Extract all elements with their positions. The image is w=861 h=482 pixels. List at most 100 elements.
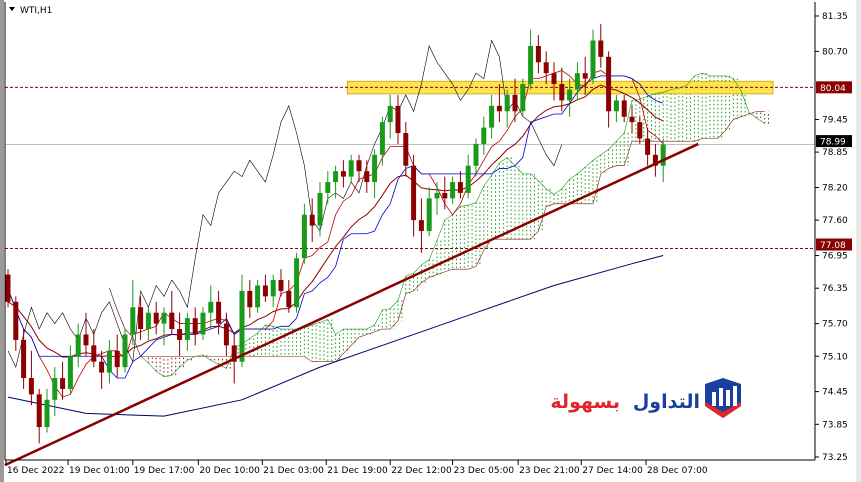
candle-body <box>364 171 370 183</box>
candle-body <box>36 394 42 428</box>
logo-shield-base <box>705 402 741 418</box>
logo-text-red: بسهولة <box>550 391 620 413</box>
candle-body <box>161 312 167 324</box>
candle-body <box>403 133 409 166</box>
candle-body <box>582 73 588 79</box>
senkou-span-b <box>109 110 765 362</box>
y-tick-label: 76.95 <box>822 252 848 262</box>
y-tick-label: 77.60 <box>822 216 848 226</box>
y-tick-label: 73.25 <box>822 453 848 463</box>
x-tick-label: 28 Dec 07:00 <box>647 466 708 476</box>
y-tick-label: 73.85 <box>822 420 848 430</box>
candle-body <box>262 285 268 297</box>
candle-body <box>567 89 573 101</box>
candle-body <box>411 165 417 221</box>
candle-body <box>216 301 222 324</box>
candle-body <box>192 318 198 335</box>
candle-body <box>145 312 151 330</box>
x-tick-label: 23 Dec 05:00 <box>454 466 515 476</box>
y-tick-label: 74.45 <box>822 388 848 398</box>
candle-body <box>559 84 565 101</box>
candle-body <box>239 290 245 362</box>
candle-body <box>255 285 261 308</box>
candle-body <box>543 62 549 74</box>
y-tick-label: 80.70 <box>822 47 848 57</box>
candle-body <box>481 127 487 144</box>
candle-body <box>208 301 214 313</box>
price-label: 77.08 <box>820 241 846 251</box>
candle-body <box>153 312 159 324</box>
candle-body <box>138 307 144 330</box>
price-label: 78.99 <box>820 138 846 148</box>
candle-body <box>387 105 393 123</box>
candle-body <box>317 192 323 226</box>
logo-text-blue: التداول <box>633 391 700 413</box>
candle-body <box>512 94 518 112</box>
candle-body <box>442 192 448 199</box>
candle-body <box>286 290 292 308</box>
y-tick-label: 75.70 <box>822 320 848 330</box>
candle-body <box>270 280 276 297</box>
window-left-border <box>0 0 4 482</box>
slow-moving-average-line <box>7 255 664 417</box>
candle-body <box>551 73 557 85</box>
candle-body <box>489 105 495 128</box>
candle-body <box>278 280 284 291</box>
x-tick-label: 16 Dec 2022 <box>7 466 65 476</box>
x-tick-label: 21 Dec 03:00 <box>263 466 324 476</box>
y-axis: 81.35 80.70 79.45 78.85 78.20 77.60 76.95 76.35… <box>815 12 848 463</box>
candle-body <box>613 100 619 112</box>
logo-bar <box>726 390 730 406</box>
ichimoku-cloud <box>147 73 769 377</box>
candle-body <box>247 290 253 308</box>
logo-bar <box>712 392 716 406</box>
candle-body <box>333 171 339 183</box>
candle-body <box>520 84 526 112</box>
y-tick-label: 76.35 <box>822 284 848 294</box>
x-tick-label: 22 Dec 12:00 <box>391 466 452 476</box>
candle-body <box>629 116 635 123</box>
candle-body <box>496 105 502 112</box>
candle-body <box>200 312 206 335</box>
x-tick-label: 19 Dec 01:00 <box>69 466 130 476</box>
price-label: 80.04 <box>820 84 846 94</box>
candle-body <box>418 220 424 232</box>
candle-body <box>450 182 456 199</box>
y-tick-label: 75.10 <box>822 352 848 362</box>
trendline <box>4 142 699 467</box>
candle-body <box>114 350 120 368</box>
candle-body <box>457 182 463 193</box>
candle-body <box>75 334 81 357</box>
candle-body <box>325 182 331 193</box>
price-labels: 80.04 77.08 78.99 <box>816 81 852 251</box>
candle-body <box>169 312 175 330</box>
candle-body <box>223 323 229 346</box>
x-tick-label: 27 Dec 14:00 <box>582 466 643 476</box>
candle-body <box>528 45 534 85</box>
candle-body <box>535 45 541 63</box>
candle-body <box>348 160 354 177</box>
candle-body <box>106 350 112 373</box>
candle-body <box>122 334 128 368</box>
candle-body <box>621 100 627 117</box>
horizontal-lines <box>5 86 815 249</box>
symbol-dropdown-icon[interactable] <box>9 7 15 11</box>
candle-body <box>434 192 440 199</box>
candle-body <box>606 56 612 112</box>
symbol-title: WTI,H1 <box>20 6 52 16</box>
candle-body <box>60 378 66 389</box>
y-tick-label: 79.45 <box>822 115 848 125</box>
candle-body <box>379 122 385 155</box>
trendline-group <box>4 142 699 467</box>
price-label-box <box>816 135 852 148</box>
candle-body <box>598 40 604 57</box>
x-tick-label: 20 Dec 10:00 <box>199 466 260 476</box>
candle-body <box>652 154 658 166</box>
candles <box>5 24 666 444</box>
candle-body <box>177 329 183 340</box>
candle-body <box>28 378 34 395</box>
candle-body <box>504 94 510 112</box>
logo-bar <box>733 386 737 406</box>
